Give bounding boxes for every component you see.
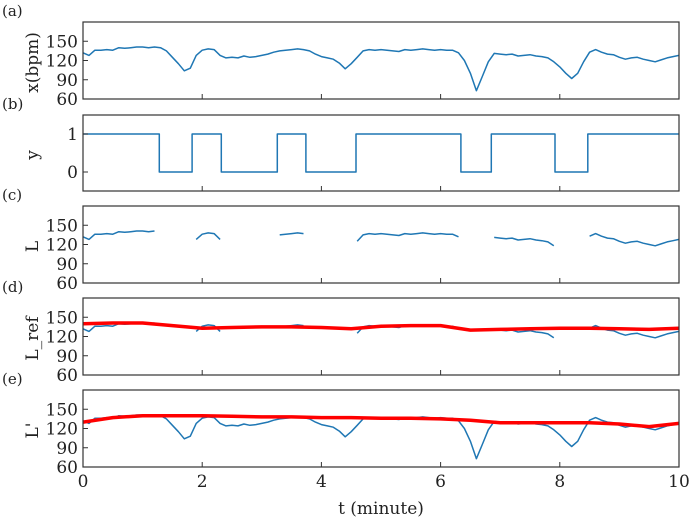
x-tick-label: 2: [197, 472, 208, 492]
x-tick-label: 4: [316, 472, 327, 492]
y-tick-label: 60: [56, 458, 78, 478]
panel-label: (e): [2, 370, 23, 388]
panel-b: 0 1 y (b): [2, 95, 680, 192]
y-tick-label: 120: [46, 420, 78, 440]
series-line-L: [589, 232, 679, 247]
y-tick-label: 150: [46, 308, 78, 328]
series-line-L: [279, 232, 304, 236]
x-tick-label: 10: [668, 472, 690, 492]
y-axis-label: L: [23, 241, 43, 252]
y-axis-label: y: [23, 150, 43, 161]
y-tick-label: 120: [46, 52, 78, 72]
y-axis-label: x(bpm): [23, 32, 43, 93]
x-tick-label: 8: [554, 472, 565, 492]
y-tick-label: 150: [46, 400, 78, 420]
x-tick-label: 6: [435, 472, 446, 492]
y-tick-label: 60: [56, 90, 78, 110]
axes-frame: [82, 389, 680, 468]
y-axis-label: L': [23, 423, 43, 439]
panel-label: (a): [2, 2, 23, 20]
series-line-L: [494, 236, 555, 247]
series-line-L: [83, 230, 155, 241]
y-axis-label: L_ref: [23, 315, 43, 361]
series-line-y: [83, 133, 679, 173]
panel-label: (b): [2, 95, 23, 113]
y-tick-label: 1: [67, 125, 78, 145]
series-line-x: [83, 46, 679, 92]
x-axis-label: t (minute): [338, 499, 424, 519]
y-tick-label: 120: [46, 236, 78, 256]
y-tick-label: 60: [56, 366, 78, 386]
series-line-L_ref: [83, 321, 679, 332]
y-tick-label: 0: [67, 163, 78, 183]
series-line-L_prime: [83, 413, 679, 429]
panel-label: (c): [2, 186, 22, 204]
y-tick-label: 120: [46, 328, 78, 348]
y-tick-label: 150: [46, 216, 78, 236]
y-tick-label: 90: [56, 71, 78, 91]
x-tick-label: 0: [78, 472, 89, 492]
series-line-L: [356, 232, 459, 242]
axes-frame: [82, 205, 680, 284]
series-line-L: [195, 232, 221, 240]
axes-frame: [82, 297, 680, 376]
axes-frame: [82, 114, 680, 192]
y-tick-label: 150: [46, 32, 78, 52]
y-tick-label: 60: [56, 274, 78, 294]
y-tick-label: 90: [56, 347, 78, 367]
y-tick-label: 90: [56, 255, 78, 275]
axes-frame: [82, 21, 680, 100]
y-tick-label: 90: [56, 439, 78, 459]
panel-label: (d): [2, 278, 23, 296]
